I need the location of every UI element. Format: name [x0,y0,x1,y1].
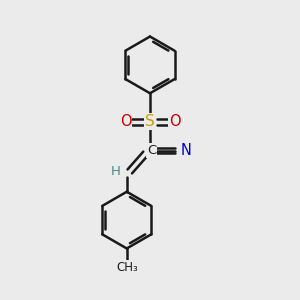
Text: O: O [169,114,180,129]
Text: C: C [147,144,156,157]
Text: N: N [180,143,191,158]
Text: O: O [120,114,131,129]
Text: H: H [110,165,120,178]
Text: CH₃: CH₃ [116,261,138,274]
Text: S: S [145,114,155,129]
